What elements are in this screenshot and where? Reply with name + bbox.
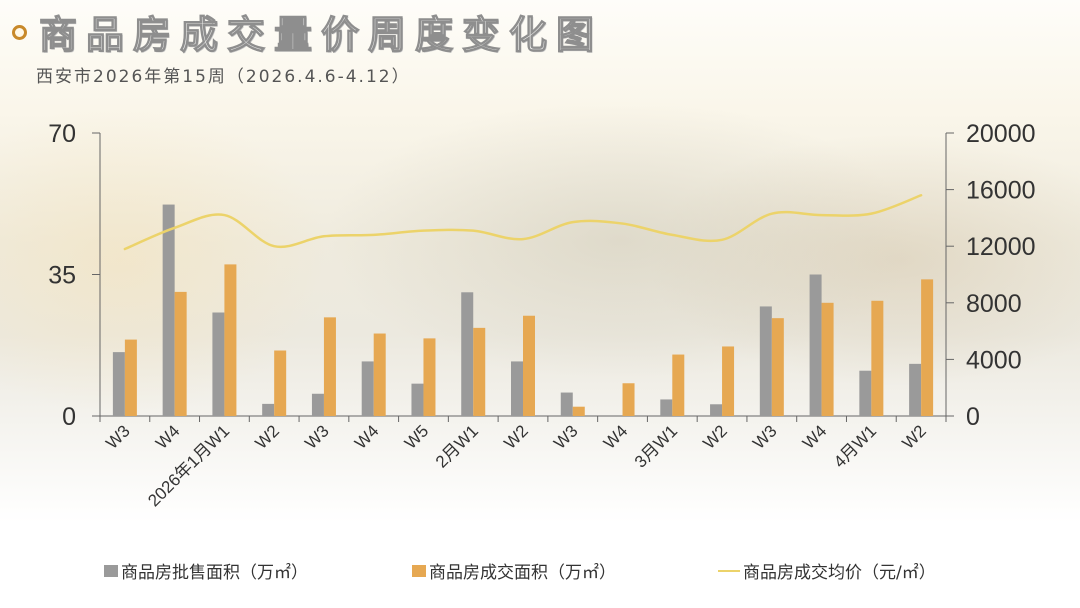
- avg-price-line: [123, 194, 923, 251]
- bar-supply-area: [162, 204, 175, 416]
- x-tick-label: W2: [898, 421, 929, 452]
- bar-supply-area: [461, 292, 474, 416]
- right-tick-label: 4000: [966, 346, 1022, 374]
- x-tick-label: W4: [600, 421, 631, 452]
- x-tick-label: 3月W1: [631, 421, 681, 471]
- x-tick-label: W2: [252, 421, 283, 452]
- bar-deal-area: [423, 338, 436, 416]
- left-tick-label: 35: [48, 262, 76, 290]
- bar-deal-area: [771, 318, 784, 416]
- bar-supply-area: [710, 404, 723, 416]
- bar-deal-area: [871, 300, 884, 416]
- bar-supply-area: [859, 370, 872, 416]
- left-tick-label: 0: [62, 403, 76, 431]
- legend-swatch-gray-icon: [104, 564, 118, 577]
- right-tick-label: 0: [966, 403, 980, 431]
- left-tick-label: 70: [48, 120, 76, 148]
- bar-supply-area: [112, 352, 125, 416]
- right-tick-label: 8000: [966, 290, 1022, 318]
- bar-deal-area: [224, 264, 237, 416]
- x-tick-label: W4: [152, 421, 183, 452]
- x-tick-label: W4: [351, 421, 382, 452]
- bar-deal-area: [572, 406, 585, 416]
- right-tick-label: 12000: [966, 233, 1036, 261]
- bar-supply-area: [411, 383, 424, 416]
- x-tick-label: W2: [699, 421, 730, 452]
- bar-deal-area: [174, 291, 187, 416]
- x-tick-label: 2月W1: [432, 421, 482, 471]
- bar-deal-area: [323, 317, 336, 416]
- bar-deal-area: [821, 302, 834, 416]
- bar-supply-area: [809, 274, 822, 416]
- page-subtitle: 西安市2026年第15周（2026.4.6-4.12）: [36, 67, 411, 87]
- x-tick-label: 4月W1: [830, 421, 880, 471]
- legend-item-avg-price: 商品房成交均价（元/㎡）: [718, 558, 936, 583]
- title-row: 商品房成交量价周度变化图: [12, 4, 603, 59]
- bar-deal-area: [622, 383, 635, 416]
- bar-deal-area: [672, 354, 685, 416]
- legend-label: 商品房成交面积（万㎡）: [429, 563, 616, 583]
- right-tick-label: 20000: [966, 120, 1036, 148]
- bar-supply-area: [212, 312, 225, 416]
- page-title: 商品房成交量价周度变化图: [38, 12, 604, 57]
- x-tick-label: W2: [500, 421, 531, 452]
- chart-legend: 商品房批售面积（万㎡） 商品房成交面积（万㎡） 商品房成交均价（元/㎡）: [0, 558, 1080, 584]
- bar-deal-area: [373, 333, 386, 416]
- legend-item-deal-area: 商品房成交面积（万㎡）: [412, 558, 616, 583]
- bar-deal-area: [124, 339, 137, 416]
- x-tick-label: W3: [301, 421, 332, 452]
- bar-supply-area: [361, 361, 374, 416]
- legend-label: 商品房成交均价（元/㎡）: [743, 563, 936, 583]
- bar-deal-area: [722, 346, 735, 416]
- legend-swatch-orange-icon: [412, 564, 426, 577]
- title-bullet-icon: [12, 25, 27, 40]
- x-tick-label: W3: [749, 421, 780, 452]
- bar-deal-area: [473, 327, 486, 416]
- bar-supply-area: [311, 393, 324, 416]
- x-tick-label: W3: [550, 421, 581, 452]
- bar-supply-area: [660, 399, 673, 416]
- bar-deal-area: [921, 279, 934, 416]
- x-tick-label: W4: [799, 421, 830, 452]
- bar-deal-area: [523, 315, 535, 416]
- bar-supply-area: [759, 306, 772, 416]
- bar-supply-area: [909, 363, 922, 416]
- x-tick-label: W5: [401, 421, 432, 452]
- right-tick-label: 16000: [966, 177, 1036, 205]
- x-tick-label: W3: [102, 421, 133, 452]
- legend-label: 商品房批售面积（万㎡）: [121, 563, 308, 583]
- bar-supply-area: [560, 392, 573, 416]
- legend-item-supply-area: 商品房批售面积（万㎡）: [104, 558, 308, 583]
- bar-supply-area: [262, 403, 275, 416]
- legend-swatch-line-icon: [718, 569, 740, 572]
- bar-deal-area: [274, 350, 287, 416]
- bar-supply-area: [511, 361, 523, 416]
